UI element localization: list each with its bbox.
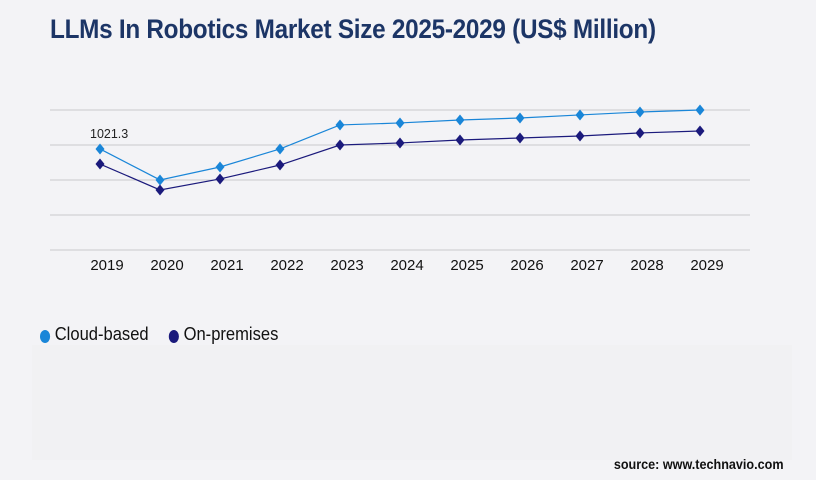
data-point <box>635 127 645 139</box>
data-point <box>155 184 165 196</box>
x-tick-label: 2019 <box>90 257 123 274</box>
chart-title: LLMs In Robotics Market Size 2025-2029 (… <box>50 14 656 44</box>
data-point <box>515 112 525 124</box>
legend-label: On-premises <box>183 324 279 344</box>
data-point <box>575 109 585 121</box>
data-point <box>215 161 225 173</box>
data-point <box>695 125 705 137</box>
x-tick-label: 2024 <box>390 257 423 274</box>
footer-panel <box>32 345 792 460</box>
x-tick-label: 2023 <box>330 257 363 274</box>
data-point <box>155 174 165 186</box>
legend-item-on-premises[interactable]: On-premises <box>168 324 279 345</box>
legend: Cloud-based On-premises <box>40 324 278 345</box>
data-point <box>695 104 705 116</box>
data-point <box>635 106 645 118</box>
x-tick-label: 2029 <box>690 257 723 274</box>
data-label: 1021.3 <box>90 127 128 141</box>
x-tick-label: 2022 <box>270 257 303 274</box>
x-tick-label: 2027 <box>570 257 603 274</box>
data-point <box>455 114 465 126</box>
x-tick-label: 2025 <box>450 257 483 274</box>
data-point <box>275 143 285 155</box>
x-tick-label: 2021 <box>210 257 243 274</box>
data-point <box>395 117 405 129</box>
data-point <box>275 159 285 171</box>
data-point <box>95 158 105 170</box>
data-point <box>575 130 585 142</box>
data-point <box>515 132 525 144</box>
legend-marker-icon <box>40 330 51 343</box>
data-point <box>95 143 105 155</box>
source-text: source: www.technavio.com <box>614 456 784 472</box>
x-tick-label: 2028 <box>630 257 663 274</box>
data-point <box>395 137 405 149</box>
data-point <box>215 173 225 185</box>
x-tick-label: 2026 <box>510 257 543 274</box>
x-tick-label: 2020 <box>150 257 183 274</box>
legend-marker-icon <box>168 330 179 343</box>
legend-item-cloud-based[interactable]: Cloud-based <box>40 324 149 345</box>
data-point <box>455 134 465 146</box>
data-point <box>335 119 345 131</box>
legend-label: Cloud-based <box>54 324 149 344</box>
data-point <box>335 139 345 151</box>
